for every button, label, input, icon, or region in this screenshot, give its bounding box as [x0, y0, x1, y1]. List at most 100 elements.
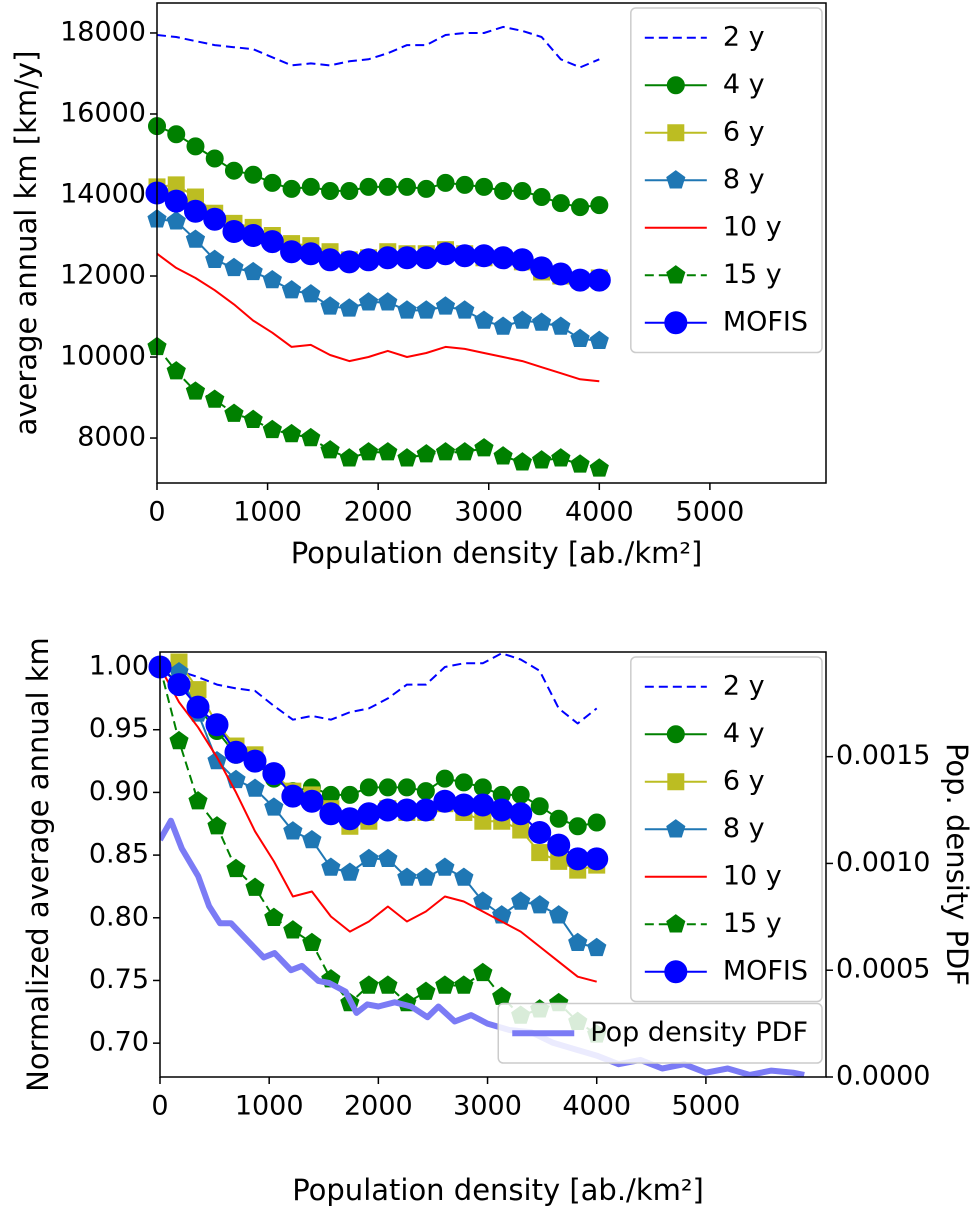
legend-label: 4 y	[723, 718, 765, 749]
legend-label: 10 y	[723, 860, 782, 891]
y-tick-label: 12000	[60, 260, 146, 291]
marker	[340, 181, 359, 200]
marker	[435, 857, 455, 876]
marker	[243, 261, 263, 281]
marker	[493, 446, 513, 465]
marker	[263, 173, 282, 192]
marker	[358, 292, 379, 311]
marker	[435, 442, 456, 461]
marker	[397, 300, 417, 319]
marker	[568, 817, 587, 836]
marker	[512, 310, 532, 329]
x-axis-label: Population density [ab./km²]	[292, 1173, 704, 1207]
marker	[473, 962, 493, 982]
marker	[395, 246, 419, 270]
marker	[339, 298, 359, 317]
x-tick-label: 2000	[344, 1091, 413, 1122]
marker	[435, 769, 454, 788]
legend-label: 6 y	[723, 765, 765, 796]
marker	[167, 673, 191, 697]
marker	[185, 381, 206, 400]
marker	[510, 248, 534, 272]
y2-axis-label: Pop. density PDF	[940, 743, 973, 986]
marker	[472, 244, 496, 268]
marker	[281, 423, 302, 443]
series-line	[160, 666, 597, 983]
marker	[243, 409, 263, 428]
legend-label: 15 y	[723, 908, 782, 939]
x-tick-label: 2000	[344, 497, 413, 528]
series-line	[157, 218, 600, 342]
marker	[455, 175, 474, 194]
y-axis-label: average annual km [km/y]	[9, 51, 43, 436]
marker	[474, 310, 494, 329]
marker	[164, 189, 188, 213]
marker	[185, 229, 206, 248]
legend-label: MOFIS	[723, 955, 808, 986]
marker	[494, 181, 513, 200]
marker	[571, 198, 590, 217]
y-tick-label: 14000	[60, 179, 146, 210]
marker	[302, 829, 322, 849]
marker	[245, 778, 265, 797]
legend-label: 6 y	[723, 116, 765, 147]
y2-tick-label: 0.0005	[836, 954, 930, 985]
marker	[453, 244, 477, 268]
marker	[666, 170, 686, 189]
marker	[570, 454, 590, 473]
marker	[667, 773, 685, 791]
marker	[666, 819, 686, 838]
marker	[260, 230, 284, 254]
marker	[587, 268, 611, 292]
marker	[169, 730, 189, 750]
marker	[435, 296, 456, 315]
marker	[245, 877, 265, 896]
marker	[183, 199, 207, 223]
marker	[378, 975, 398, 994]
legend-label: Pop density PDF	[590, 1017, 808, 1048]
marker	[302, 932, 322, 951]
marker	[262, 419, 282, 439]
marker	[416, 981, 436, 1000]
marker	[455, 442, 475, 461]
marker	[337, 250, 361, 274]
marker	[416, 782, 435, 801]
marker	[357, 802, 381, 826]
marker	[359, 778, 378, 797]
y-tick-label: 1.00	[89, 651, 149, 682]
marker	[531, 844, 549, 862]
marker	[532, 188, 551, 207]
marker	[549, 809, 568, 828]
series-line	[160, 666, 597, 828]
x-tick-label: 5000	[676, 497, 745, 528]
x-tick-label: 1000	[233, 497, 302, 528]
marker	[454, 773, 473, 792]
marker	[414, 798, 438, 822]
marker	[301, 177, 320, 196]
marker	[416, 444, 436, 463]
y-tick-label: 16000	[60, 97, 146, 128]
marker	[359, 975, 379, 994]
marker	[511, 891, 531, 910]
marker	[167, 125, 186, 144]
legend-label: 15 y	[723, 259, 782, 290]
marker	[283, 920, 303, 939]
marker	[282, 179, 301, 198]
marker	[262, 269, 282, 289]
marker	[283, 821, 303, 840]
legend-label: MOFIS	[723, 306, 808, 337]
marker	[262, 762, 286, 786]
marker	[378, 778, 397, 797]
marker	[357, 248, 381, 272]
plot-frame	[156, 2, 827, 484]
marker	[300, 789, 324, 813]
marker	[532, 450, 552, 469]
legend-box	[630, 656, 823, 1003]
marker	[359, 177, 378, 196]
marker	[454, 867, 474, 886]
marker	[166, 211, 186, 230]
x-tick-label: 3000	[453, 1091, 522, 1122]
marker	[243, 749, 267, 773]
x-tick-label: 3000	[454, 497, 523, 528]
